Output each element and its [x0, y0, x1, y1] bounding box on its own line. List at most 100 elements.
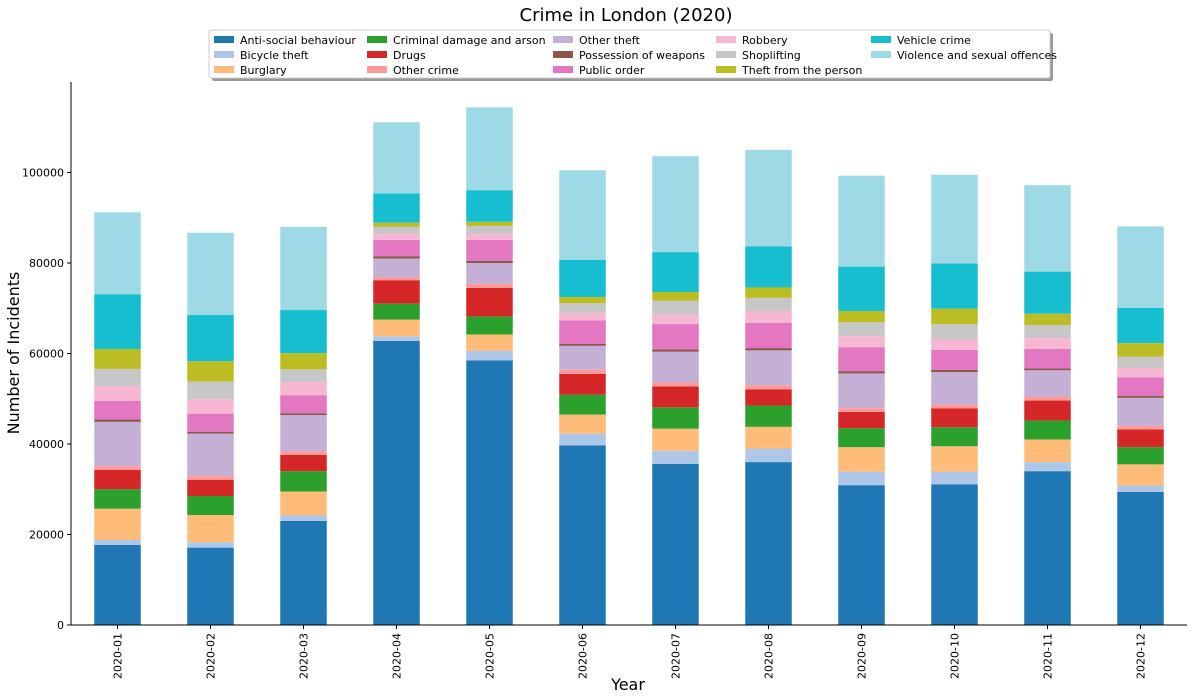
- bar-2020-01-series-2: [94, 508, 141, 540]
- bar-2020-11-series-2: [1024, 439, 1071, 463]
- bar-2020-02-series-4: [187, 479, 234, 497]
- x-tick-label: 2020-06: [577, 633, 590, 679]
- bar-2020-02-series-10: [187, 381, 234, 400]
- bar-2020-12-series-1: [1117, 485, 1164, 492]
- bar-2020-02-series-8: [187, 413, 234, 432]
- bar-2020-10-series-4: [931, 408, 978, 428]
- bar-2020-09-series-12: [838, 266, 885, 311]
- bar-2020-05-series-7: [466, 260, 513, 263]
- bar-2020-04-series-9: [373, 234, 420, 240]
- chart-title: Crime in London (2020): [520, 5, 733, 26]
- bar-2020-01-series-10: [94, 368, 141, 387]
- bar-2020-09-series-10: [838, 322, 885, 337]
- bar-2020-01-series-11: [94, 348, 141, 369]
- bar-2020-06-series-9: [559, 312, 606, 321]
- bar-2020-09-series-6: [838, 373, 885, 409]
- bar-2020-06-series-8: [559, 320, 606, 344]
- bar-2020-01-series-13: [94, 212, 141, 295]
- bar-2020-03-series-10: [280, 369, 327, 383]
- bar-2020-04-series-13: [373, 122, 420, 194]
- bar-2020-10-series-9: [931, 339, 978, 350]
- bar-2020-04-series-5: [373, 277, 420, 281]
- bar-2020-05-series-10: [466, 225, 513, 235]
- bar-2020-05-series-3: [466, 316, 513, 335]
- bar-2020-08-series-5: [745, 385, 792, 390]
- bar-2020-04-series-12: [373, 193, 420, 223]
- bar-2020-04-series-2: [373, 319, 420, 337]
- bar-2020-11-series-3: [1024, 420, 1071, 440]
- bar-2020-03-series-6: [280, 415, 327, 452]
- bar-2020-08-series-0: [745, 462, 792, 625]
- bar-2020-09-series-7: [838, 371, 885, 374]
- bar-2020-07-series-12: [652, 252, 699, 292]
- bar-2020-08-series-1: [745, 448, 792, 463]
- bar-2020-06-series-7: [559, 344, 606, 346]
- bar-2020-09-series-1: [838, 471, 885, 486]
- bar-2020-07-series-9: [652, 314, 699, 325]
- x-tick-label: 2020-09: [856, 633, 869, 679]
- bar-2020-02-series-2: [187, 515, 234, 543]
- bar-2020-07-series-2: [652, 428, 699, 451]
- legend-entry: Public order: [579, 64, 645, 77]
- bar-2020-12-series-10: [1117, 356, 1164, 368]
- legend-entry: Criminal damage and arson: [393, 34, 546, 47]
- legend-swatch: [716, 36, 736, 43]
- bar-2020-12-series-13: [1117, 226, 1164, 308]
- x-tick-label: 2020-11: [1042, 633, 1055, 679]
- bar-2020-03-series-9: [280, 382, 327, 396]
- bar-2020-08-series-13: [745, 149, 792, 247]
- bar-2020-12-series-6: [1117, 397, 1164, 426]
- y-tick-label: 80000: [29, 257, 64, 270]
- bar-2020-04-series-11: [373, 222, 420, 227]
- bar-2020-10-series-11: [931, 308, 978, 325]
- bar-2020-07-series-8: [652, 324, 699, 350]
- bar-2020-12-series-11: [1117, 343, 1164, 357]
- bar-2020-07-series-5: [652, 382, 699, 387]
- bar-2020-04-series-3: [373, 303, 420, 320]
- legend-swatch: [214, 51, 234, 58]
- bar-2020-04-series-10: [373, 226, 420, 235]
- legend-swatch: [553, 51, 573, 58]
- bar-2020-03-series-13: [280, 226, 327, 311]
- bar-2020-05-series-6: [466, 263, 513, 284]
- y-axis-label: Number of Incidents: [4, 272, 23, 435]
- bar-2020-03-series-5: [280, 451, 327, 455]
- bar-2020-02-series-5: [187, 476, 234, 480]
- bar-2020-05-series-12: [466, 190, 513, 222]
- bar-2020-05-series-4: [466, 287, 513, 317]
- legend-swatch: [367, 66, 387, 73]
- bar-2020-09-series-9: [838, 336, 885, 348]
- bar-2020-07-series-7: [652, 349, 699, 352]
- y-tick-label: 100000: [22, 167, 64, 180]
- bar-2020-05-series-13: [466, 107, 513, 191]
- bar-2020-02-series-12: [187, 315, 234, 362]
- bar-2020-05-series-9: [466, 234, 513, 240]
- x-tick-label: 2020-04: [391, 633, 404, 679]
- x-tick-label: 2020-05: [484, 633, 497, 679]
- bar-2020-08-series-6: [745, 350, 792, 386]
- bar-2020-12-series-9: [1117, 367, 1164, 378]
- bar-2020-09-series-11: [838, 310, 885, 323]
- bar-2020-09-series-5: [838, 408, 885, 412]
- axes-layer: 0 20000 40000 60000 80000 100000 2020-01 2020-0…: [22, 82, 1187, 679]
- legend-frame: [208, 29, 1051, 79]
- bar-2020-03-series-8: [280, 395, 327, 414]
- bar-2020-06-series-6: [559, 345, 606, 370]
- bar-2020-02-series-13: [187, 232, 234, 316]
- legend-swatch: [553, 36, 573, 43]
- bar-2020-09-series-13: [838, 175, 885, 267]
- bar-2020-02-series-9: [187, 399, 234, 414]
- bar-2020-08-series-8: [745, 322, 792, 349]
- bar-2020-02-series-3: [187, 496, 234, 516]
- bar-2020-10-series-6: [931, 372, 978, 405]
- bar-2020-12-series-0: [1117, 491, 1164, 625]
- bar-2020-06-series-11: [559, 296, 606, 304]
- bar-2020-06-series-4: [559, 373, 606, 395]
- bar-2020-11-series-4: [1024, 400, 1071, 421]
- bar-2020-05-series-2: [466, 334, 513, 351]
- bar-2020-01-series-0: [94, 544, 141, 625]
- bar-2020-10-series-5: [931, 404, 978, 409]
- bar-2020-11-series-0: [1024, 471, 1071, 625]
- x-axis-label: Year: [610, 675, 645, 694]
- bar-2020-07-series-11: [652, 291, 699, 301]
